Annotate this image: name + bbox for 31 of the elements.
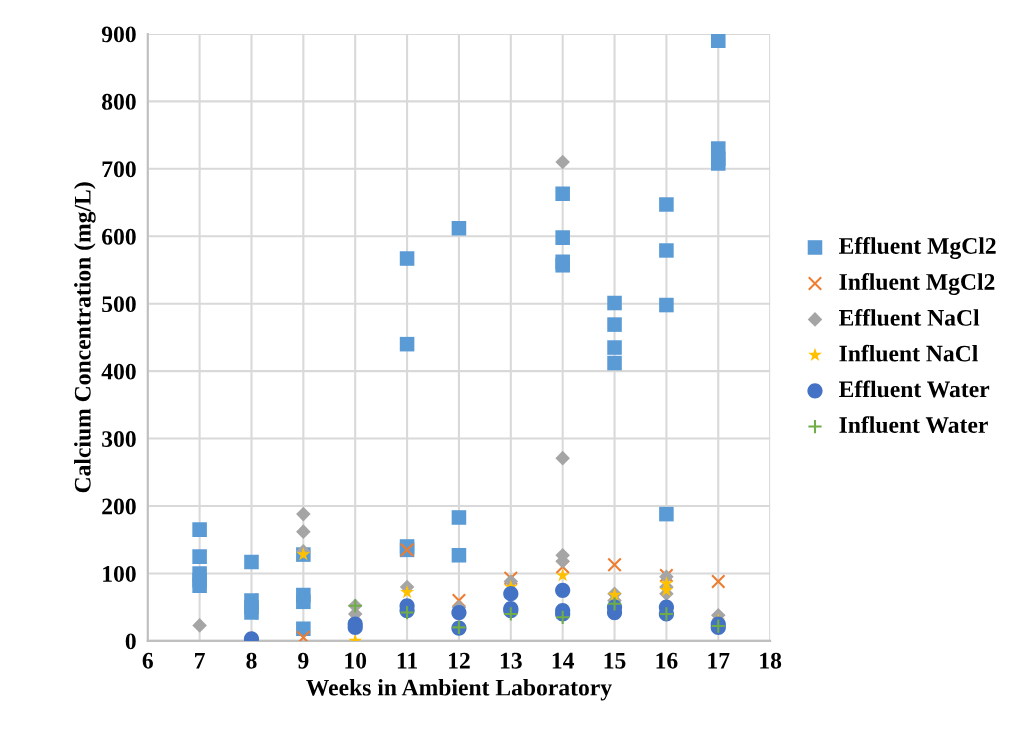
y-tick-label: 200 — [102, 498, 136, 515]
legend-label: Effluent Water — [839, 380, 990, 398]
y-tick-label: 700 — [102, 161, 136, 178]
legend-label: Influent NaCl — [839, 344, 978, 362]
legend-label: Influent MgCl2 — [839, 273, 995, 295]
x-tick-label: 9 — [298, 652, 309, 669]
y-tick-label: 400 — [101, 363, 136, 380]
x-tick-label: 13 — [500, 652, 522, 669]
y-axis-title: Calcium Concentration (mg/L) — [74, 182, 96, 493]
x-tick-label: 18 — [760, 652, 782, 669]
x-tick-label: 7 — [195, 652, 205, 669]
x-axis-title: Weeks in Ambient Laboratory — [306, 678, 612, 701]
y-tick-label: 300 — [102, 431, 136, 447]
x-tick-label: 16 — [656, 652, 678, 669]
y-tick-label: 900 — [101, 26, 136, 43]
y-tick-label: 500 — [102, 296, 136, 313]
x-tick-label: 10 — [345, 652, 367, 669]
x-tick-label: 6 — [142, 652, 153, 669]
legend-label: Effluent MgCl2 — [839, 237, 996, 259]
x-tick-label: 17 — [708, 652, 730, 669]
x-tick-label: 8 — [246, 652, 257, 669]
x-tick-label: 14 — [552, 652, 575, 669]
y-tick-label: 0 — [125, 633, 136, 650]
y-tick-label: 600 — [102, 228, 136, 245]
y-tick-label: 800 — [102, 93, 136, 110]
x-tick-label: 15 — [604, 652, 626, 669]
x-tick-label: 12 — [449, 652, 470, 669]
y-tick-label: 100 — [103, 565, 136, 582]
legend-label: Effluent NaCl — [839, 308, 980, 326]
x-tick-label: 11 — [397, 652, 418, 669]
legend-label: Influent Water — [839, 416, 988, 434]
